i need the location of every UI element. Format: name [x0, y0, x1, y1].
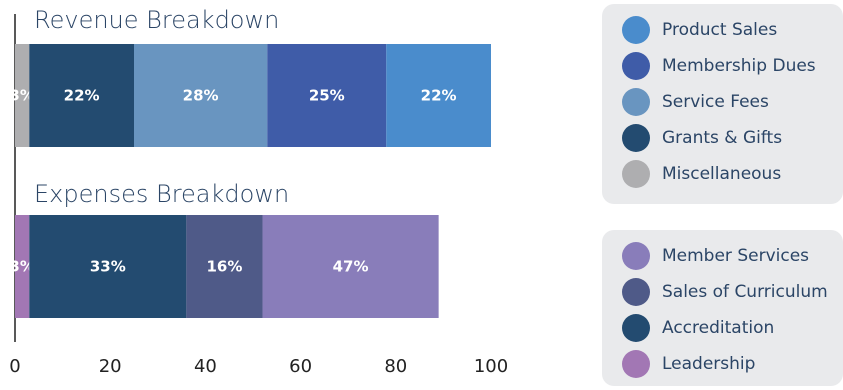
legend-item: Miscellaneous — [622, 156, 843, 192]
legend-item: Membership Dues — [622, 48, 843, 84]
legend-label: Sales of Curriculum — [662, 282, 828, 302]
legend-item: Member Services — [622, 238, 843, 274]
segment-label: 25% — [309, 87, 345, 105]
legend-swatch — [622, 52, 650, 80]
x-tick-label: 20 — [99, 356, 122, 377]
legend-swatch — [622, 350, 650, 378]
segment-label: 22% — [64, 87, 100, 105]
segment-label: 3% — [9, 258, 34, 276]
x-tick-label: 60 — [289, 356, 312, 377]
legend-item: Service Fees — [622, 84, 843, 120]
x-tick-label: 40 — [194, 356, 217, 377]
legend-item: Accreditation — [622, 310, 843, 346]
legend-item: Grants & Gifts — [622, 120, 843, 156]
legend-label: Accreditation — [662, 318, 775, 338]
legend-label: Grants & Gifts — [662, 128, 783, 148]
segment-label: 3% — [9, 87, 34, 105]
bar-segment — [267, 44, 387, 147]
bar-title: Revenue Breakdown — [34, 6, 279, 34]
bar-segment — [134, 44, 268, 147]
bar-segment — [29, 215, 187, 318]
legend-swatch — [622, 160, 650, 188]
legend-label: Member Services — [662, 246, 810, 266]
x-tick-label: 0 — [9, 356, 20, 377]
expenses-legend: Member Services Sales of Curriculum Accred… — [602, 230, 843, 386]
legend-swatch — [622, 278, 650, 306]
legend-item: Product Sales — [622, 12, 843, 48]
legend-item: Leadership — [622, 346, 843, 382]
segment-label: 33% — [90, 258, 126, 276]
x-tick-label: 100 — [474, 356, 508, 377]
bar-title: Expenses Breakdown — [34, 180, 289, 208]
segment-label: 16% — [206, 258, 242, 276]
bar-segment — [29, 44, 135, 147]
x-axis-ticks: 0 20 40 60 80 100 — [9, 356, 508, 377]
legend-swatch — [622, 314, 650, 342]
legend-swatch — [622, 88, 650, 116]
legend-item: Sales of Curriculum — [622, 274, 843, 310]
legend-swatch — [622, 124, 650, 152]
bar-segment — [186, 215, 263, 318]
segment-label: 47% — [333, 258, 369, 276]
legend-label: Membership Dues — [662, 56, 816, 76]
legend-swatch — [622, 242, 650, 270]
bars-layer: Revenue Breakdown 3% 22% 28% 25% 22% Expenses … — [9, 6, 491, 318]
revenue-legend: Product Sales Membership Dues Service Fees… — [602, 4, 843, 204]
segment-label: 28% — [183, 87, 219, 105]
legend-label: Miscellaneous — [662, 164, 782, 184]
bar-segment — [15, 215, 30, 318]
bar-segment — [262, 215, 439, 318]
segment-label: 22% — [421, 87, 457, 105]
legend-label: Service Fees — [662, 92, 769, 112]
bar-segment — [15, 44, 30, 147]
legend-swatch — [622, 16, 650, 44]
legend-label: Product Sales — [662, 20, 778, 40]
bar-segment — [386, 44, 491, 147]
x-tick-label: 80 — [384, 356, 407, 377]
legend-label: Leadership — [662, 354, 756, 374]
